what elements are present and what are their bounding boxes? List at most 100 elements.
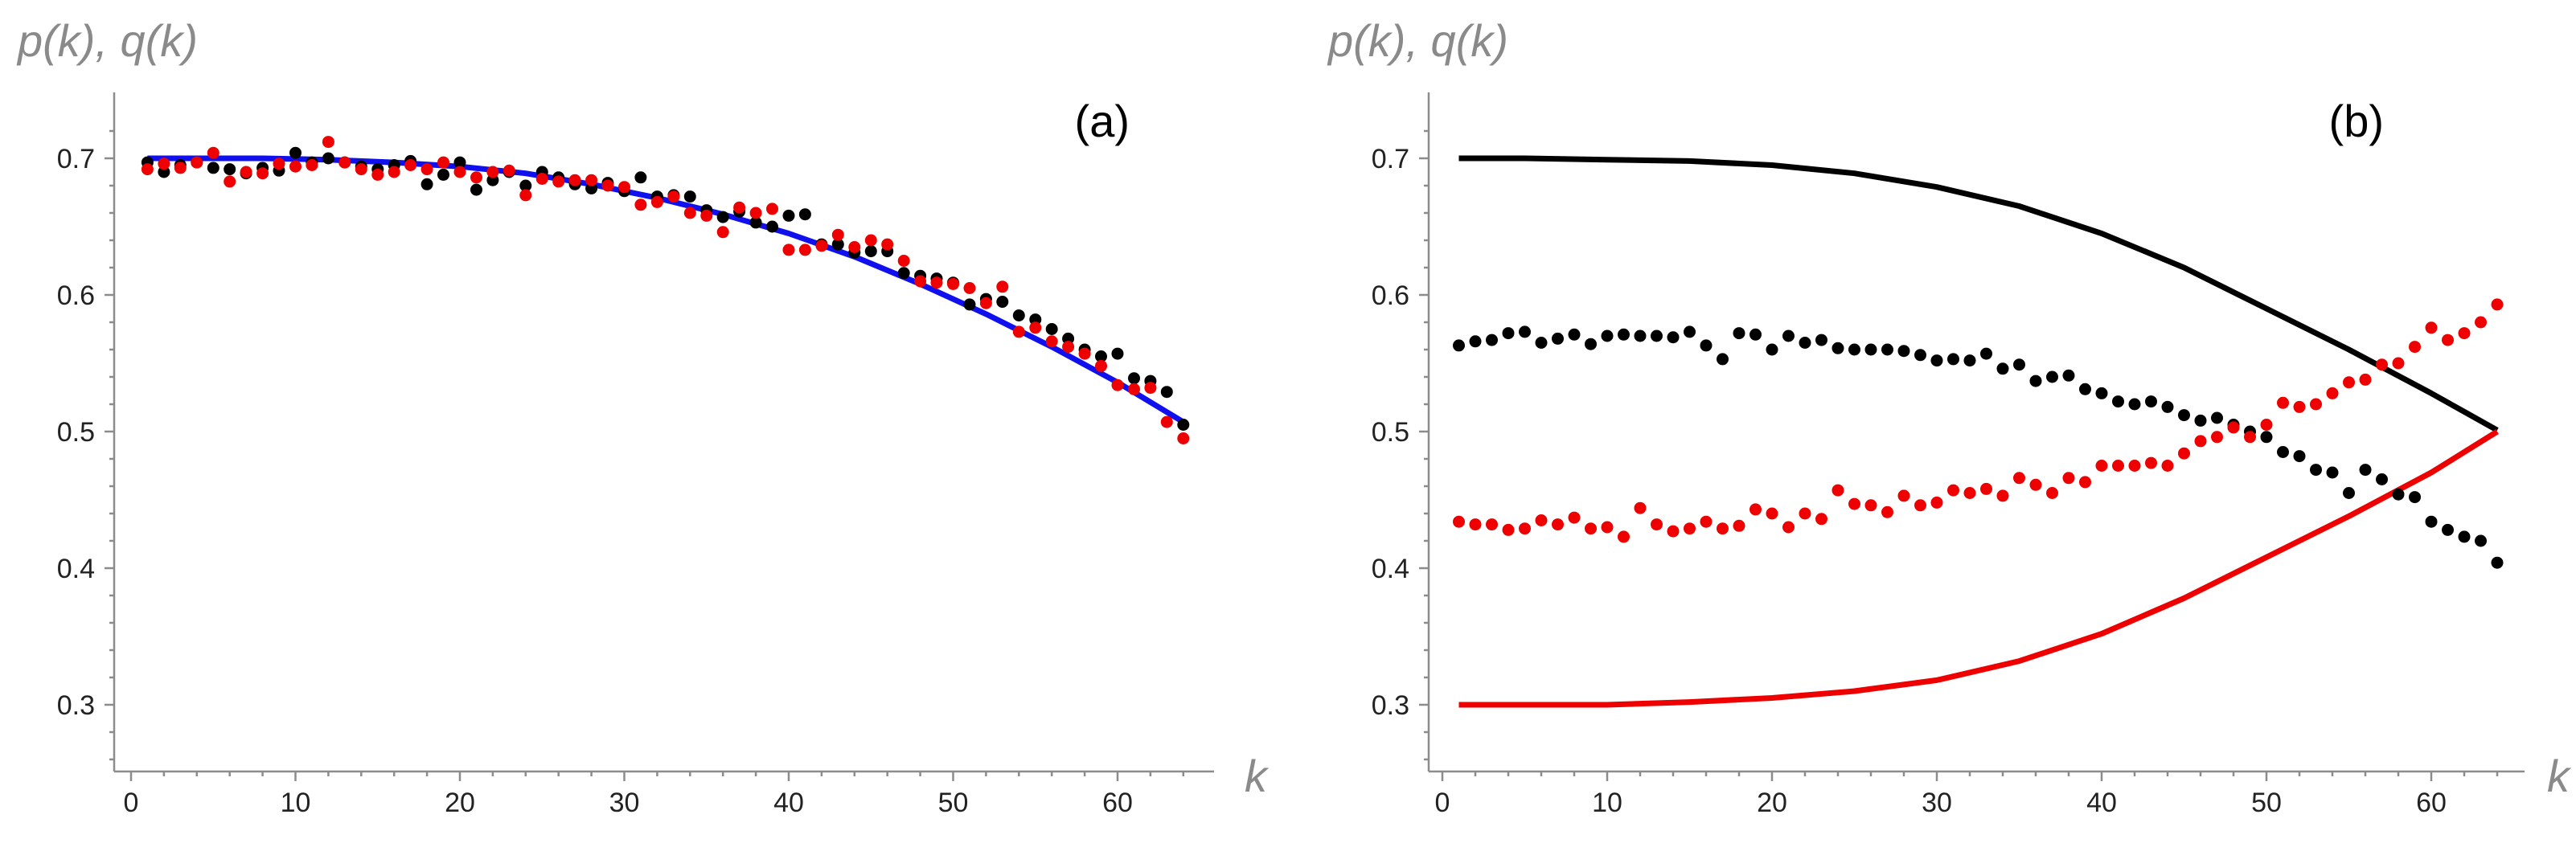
data-point xyxy=(1469,518,1482,531)
data-point xyxy=(618,181,630,194)
data-point xyxy=(1535,337,1548,349)
data-point xyxy=(2425,321,2438,334)
data-point xyxy=(552,175,565,188)
data-point xyxy=(2046,487,2058,499)
y-tick-label: 0.5 xyxy=(57,417,95,448)
data-point xyxy=(930,276,943,289)
data-point xyxy=(1078,347,1091,360)
data-point xyxy=(1519,325,1531,338)
data-point xyxy=(1996,489,2009,502)
data-point xyxy=(2211,411,2223,424)
data-point xyxy=(437,156,449,169)
data-point xyxy=(2128,398,2141,411)
data-point xyxy=(2343,376,2355,389)
data-point xyxy=(601,179,614,192)
data-point xyxy=(634,198,647,211)
x-tick-label: 20 xyxy=(445,788,475,818)
data-point xyxy=(404,159,417,171)
data-point xyxy=(289,146,301,159)
data-point xyxy=(2260,431,2273,444)
panel-label: (b) xyxy=(2329,96,2384,146)
data-point xyxy=(1700,515,1713,528)
data-point xyxy=(749,207,762,219)
data-point xyxy=(2326,387,2339,399)
data-point xyxy=(2359,464,2372,477)
data-point xyxy=(322,136,334,149)
data-point xyxy=(2425,515,2438,528)
data-point xyxy=(338,156,351,169)
data-point xyxy=(700,209,713,222)
data-point xyxy=(733,201,746,214)
data-point xyxy=(453,166,466,178)
data-point xyxy=(1045,335,1058,348)
y-tick-label: 0.6 xyxy=(1372,280,1409,311)
series-line xyxy=(1458,429,2499,708)
data-point xyxy=(2145,456,2157,469)
data-point xyxy=(831,238,844,251)
data-point xyxy=(947,277,959,290)
y-tick-label: 0.4 xyxy=(57,554,95,584)
data-point xyxy=(2029,478,2042,491)
data-point xyxy=(1160,386,1173,399)
data-point xyxy=(1815,334,1827,346)
data-point xyxy=(1749,328,1762,341)
data-point xyxy=(2194,435,2207,448)
data-point xyxy=(141,163,154,176)
data-point xyxy=(683,190,696,203)
data-point xyxy=(355,163,367,176)
data-point xyxy=(2062,369,2075,382)
data-point xyxy=(1029,321,1042,334)
data-point xyxy=(979,297,992,309)
data-point xyxy=(470,183,482,196)
data-point xyxy=(1799,507,1811,520)
data-point xyxy=(1947,484,1959,497)
data-point xyxy=(897,267,910,280)
data-point xyxy=(1128,372,1140,385)
data-point xyxy=(2277,446,2289,458)
panel-a: 0 10 20 30 40 50 60 0.3 0.4 0.5 0.6 0.7 p(k), q(k) k (… xyxy=(16,15,1270,818)
data-point xyxy=(289,160,301,173)
data-point xyxy=(914,275,927,288)
data-point xyxy=(782,209,795,222)
x-axis-label: k xyxy=(1245,751,1270,801)
data-point xyxy=(815,239,828,252)
x-tick-label: 20 xyxy=(1757,788,1787,818)
data-point xyxy=(2277,396,2289,409)
data-point xyxy=(897,255,910,267)
data-point xyxy=(2491,556,2504,569)
data-point xyxy=(535,173,548,185)
data-point xyxy=(2079,476,2091,489)
y-axis-label: p(k), q(k) xyxy=(16,15,198,66)
data-point xyxy=(2260,419,2273,431)
data-point xyxy=(2112,460,2124,472)
data-point xyxy=(2211,431,2223,444)
data-point xyxy=(1733,519,1745,532)
data-point xyxy=(782,243,795,256)
data-point xyxy=(1749,503,1762,516)
data-point xyxy=(191,156,203,169)
data-point xyxy=(2293,400,2306,413)
data-point xyxy=(2376,358,2388,371)
data-point xyxy=(864,245,877,258)
data-point xyxy=(2359,373,2372,386)
data-point xyxy=(766,203,778,215)
x-tick-label: 50 xyxy=(938,788,969,818)
data-point xyxy=(322,152,334,165)
data-point xyxy=(1782,329,1795,342)
data-point xyxy=(1914,349,1926,362)
data-point xyxy=(1012,309,1025,321)
data-point xyxy=(1634,501,1647,514)
data-point xyxy=(2293,450,2306,463)
data-point xyxy=(1766,507,1778,520)
data-point xyxy=(1980,482,1992,495)
data-point xyxy=(1111,347,1124,360)
y-axis-label: p(k), q(k) xyxy=(1327,15,1508,66)
data-point xyxy=(1848,497,1860,510)
data-point xyxy=(798,243,811,256)
data-point xyxy=(256,167,269,180)
data-point xyxy=(1782,521,1795,534)
data-point xyxy=(2013,358,2025,371)
data-point xyxy=(1881,505,1893,518)
data-point xyxy=(437,168,449,181)
